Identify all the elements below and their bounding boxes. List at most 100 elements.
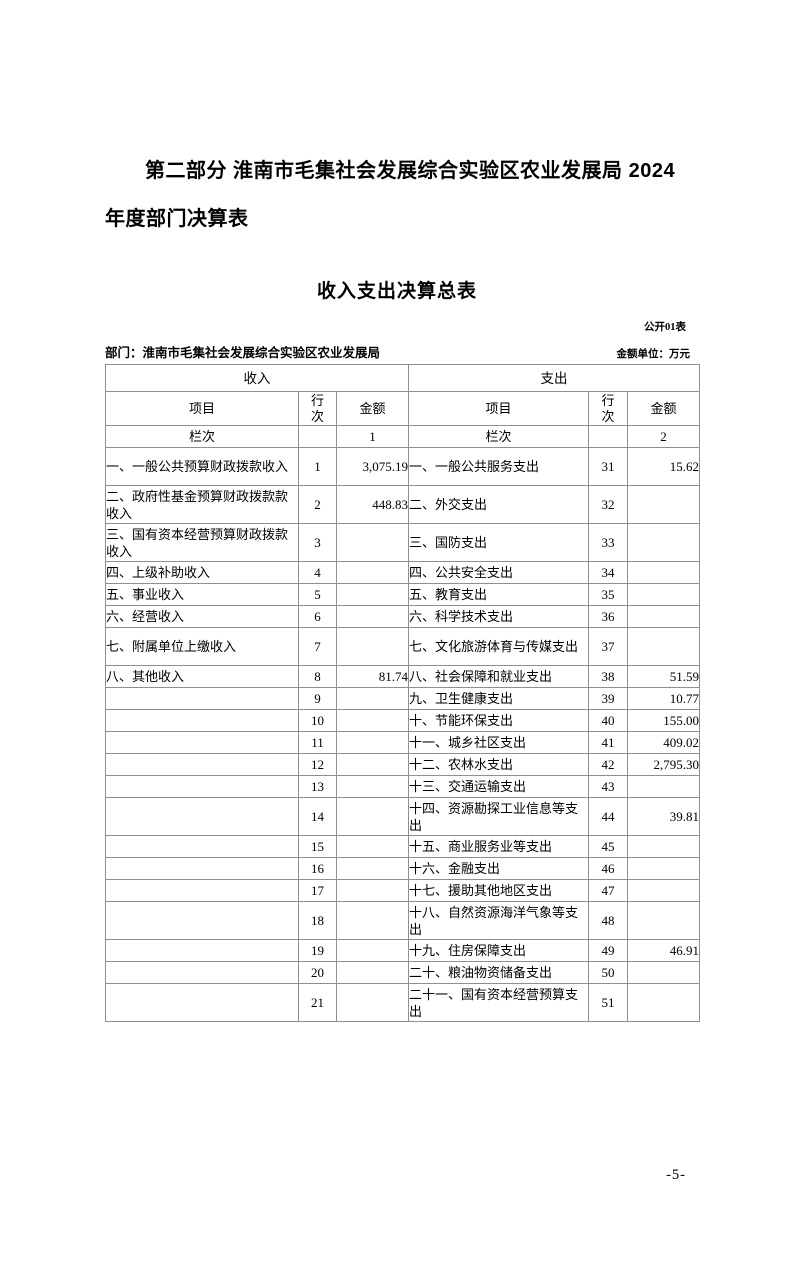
expense-lineno-cell: 45 <box>588 835 629 858</box>
expense-amount-cell <box>627 857 701 880</box>
expense-lineno-cell: 50 <box>588 961 629 984</box>
expense-amount-cell <box>627 835 701 858</box>
expense-item-cell: 十九、住房保障支出 <box>408 939 590 962</box>
income-item-cell <box>105 879 299 902</box>
income-item-cell <box>105 753 299 776</box>
table-row: 20 二十、粮油物资储备支出 50 <box>105 961 701 984</box>
income-lineno-cell: 14 <box>298 797 337 836</box>
table-row: 三、国有资本经营预算财政拨款收入 3 三、国防支出 33 <box>105 523 701 562</box>
expense-item-cell: 十二、农林水支出 <box>408 753 590 776</box>
expense-lineno-cell: 35 <box>588 583 629 606</box>
expense-lineno-cell: 47 <box>588 879 629 902</box>
income-amount-cell <box>335 523 410 562</box>
expense-item-cell: 一、一般公共服务支出 <box>408 447 590 486</box>
expense-amount-cell <box>627 583 701 606</box>
expense-amount-cell: 51.59 <box>627 665 701 688</box>
table-row: 15 十五、商业服务业等支出 45 <box>105 835 701 858</box>
income-amount-cell <box>335 561 410 584</box>
income-amount-cell <box>335 605 410 628</box>
income-lineno-cell: 9 <box>298 687 337 710</box>
table-row: 21 二十一、国有资本经营预算支出 51 <box>105 983 701 1022</box>
income-amount-cell: 448.83 <box>335 485 410 524</box>
expense-amount-cell: 46.91 <box>627 939 701 962</box>
table-row: 七、附属单位上缴收入 7 七、文化旅游体育与传媒支出 37 <box>105 627 701 666</box>
table-row: 四、上级补助收入 4 四、公共安全支出 34 <box>105 561 701 584</box>
income-item-cell <box>105 939 299 962</box>
expense-lineno-cell: 33 <box>588 523 629 562</box>
expense-section-header: 支出 <box>408 364 701 392</box>
section-title-line1: 第二部分 淮南市毛集社会发展综合实验区农业发展局 2024 <box>145 160 676 182</box>
expense-lineno-cell: 39 <box>588 687 629 710</box>
table-row: 9 九、卫生健康支出 39 10.77 <box>105 687 701 710</box>
income-amount-cell <box>335 879 410 902</box>
income-lineno-cell: 12 <box>298 753 337 776</box>
table-row: 11 十一、城乡社区支出 41 409.02 <box>105 731 701 754</box>
income-item-cell <box>105 731 299 754</box>
section-title: 第二部分 淮南市毛集社会发展综合实验区农业发展局 2024 年度部门决算表 <box>105 147 694 243</box>
income-amount-column-header: 金额 <box>335 391 410 426</box>
table-row: 14 十四、资源勘探工业信息等支出 44 39.81 <box>105 797 701 836</box>
income-lanci-lineno-cell <box>298 425 337 448</box>
income-amount-cell <box>335 627 410 666</box>
income-item-cell: 五、事业收入 <box>105 583 299 606</box>
income-amount-cell <box>335 857 410 880</box>
table-row: 一、一般公共预算财政拨款收入 1 3,075.19 一、一般公共服务支出 31 … <box>105 447 701 486</box>
table-row: 二、政府性基金预算财政拨款款收入 2 448.83 二、外交支出 32 <box>105 485 701 524</box>
table-row: 10 十、节能环保支出 40 155.00 <box>105 709 701 732</box>
income-lineno-cell: 15 <box>298 835 337 858</box>
income-amount-cell <box>335 753 410 776</box>
expense-lineno-cell: 31 <box>588 447 629 486</box>
expense-lineno-cell: 37 <box>588 627 629 666</box>
income-item-cell <box>105 983 299 1022</box>
expense-item-cell: 十五、商业服务业等支出 <box>408 835 590 858</box>
expense-item-cell: 二十、粮油物资储备支出 <box>408 961 590 984</box>
income-lineno-cell: 13 <box>298 775 337 798</box>
income-item-cell <box>105 835 299 858</box>
income-item-cell: 六、经营收入 <box>105 605 299 628</box>
income-amount-cell <box>335 709 410 732</box>
expense-amount-cell <box>627 605 701 628</box>
expense-item-cell: 五、教育支出 <box>408 583 590 606</box>
expense-item-cell: 十六、金融支出 <box>408 857 590 880</box>
expense-amount-cell: 10.77 <box>627 687 701 710</box>
expense-amount-cell <box>627 627 701 666</box>
income-lineno-cell: 5 <box>298 583 337 606</box>
expense-amount-column-header: 金额 <box>627 391 701 426</box>
income-amount-cell <box>335 983 410 1022</box>
expense-lineno-cell: 43 <box>588 775 629 798</box>
expense-amount-cell: 2,795.30 <box>627 753 701 776</box>
expense-item-cell: 七、文化旅游体育与传媒支出 <box>408 627 590 666</box>
expense-amount-cell <box>627 879 701 902</box>
expense-column-index: 2 <box>627 425 701 448</box>
income-item-cell: 八、其他收入 <box>105 665 299 688</box>
income-item-cell <box>105 961 299 984</box>
table-row: 五、事业收入 5 五、教育支出 35 <box>105 583 701 606</box>
income-lineno-cell: 17 <box>298 879 337 902</box>
expense-lineno-cell: 34 <box>588 561 629 584</box>
income-amount-cell <box>335 901 410 940</box>
income-amount-cell <box>335 731 410 754</box>
income-lineno-cell: 19 <box>298 939 337 962</box>
income-lineno-cell: 2 <box>298 485 337 524</box>
expense-item-cell: 十三、交通运输支出 <box>408 775 590 798</box>
income-lineno-cell: 20 <box>298 961 337 984</box>
income-lineno-header-text: 行次 <box>310 392 324 424</box>
income-expense-summary-table: 收入 支出 项目 行次 金额 项目 行次 金额 栏次 1 栏次 2 一、一般公共… <box>104 364 701 1022</box>
income-section-header: 收入 <box>104 364 410 392</box>
expense-item-cell: 八、社会保障和就业支出 <box>408 665 590 688</box>
income-amount-cell <box>335 687 410 710</box>
document-page: 第二部分 淮南市毛集社会发展综合实验区农业发展局 2024 年度部门决算表 收入… <box>0 147 794 1269</box>
income-lineno-cell: 18 <box>298 901 337 940</box>
income-item-cell: 二、政府性基金预算财政拨款款收入 <box>105 485 299 524</box>
expense-item-cell: 十一、城乡社区支出 <box>408 731 590 754</box>
table-row: 19 十九、住房保障支出 49 46.91 <box>105 939 701 962</box>
expense-item-column-header: 项目 <box>408 391 590 426</box>
income-item-cell <box>105 857 299 880</box>
income-lineno-cell: 21 <box>298 983 337 1022</box>
expense-lanci-label: 栏次 <box>408 425 590 448</box>
expense-lineno-cell: 46 <box>588 857 629 880</box>
expense-lineno-column-header: 行次 <box>588 391 629 426</box>
expense-lanci-lineno-cell <box>588 425 629 448</box>
income-amount-cell <box>335 583 410 606</box>
income-item-cell: 三、国有资本经营预算财政拨款收入 <box>105 523 299 562</box>
